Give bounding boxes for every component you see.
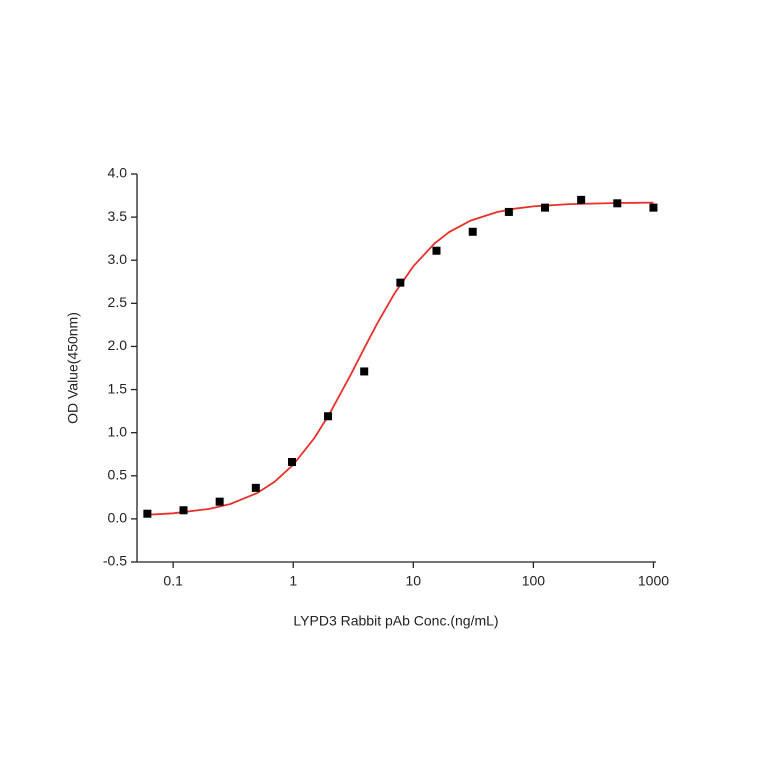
data-point — [577, 195, 586, 204]
data-point — [360, 367, 369, 376]
data-point — [468, 227, 477, 236]
y-tick-label: 4.0 — [108, 165, 128, 181]
data-point — [324, 412, 333, 421]
x-tick-label: 10 — [406, 573, 422, 589]
y-tick-label: 1.0 — [108, 423, 128, 439]
x-tick-label: 100 — [522, 573, 546, 589]
y-tick-label: 3.5 — [108, 208, 128, 224]
x-tick-label: 0.1 — [163, 573, 183, 589]
x-tick-label: 1 — [289, 573, 297, 589]
y-tick-label: -0.5 — [103, 553, 127, 569]
data-point — [396, 278, 405, 287]
y-tick-label: 3.0 — [108, 251, 128, 267]
data-point — [288, 457, 297, 466]
data-point — [613, 199, 622, 208]
data-point — [432, 246, 441, 255]
x-tick-label: 1000 — [638, 573, 669, 589]
y-tick-label: 2.0 — [108, 337, 128, 353]
data-point — [649, 203, 658, 212]
y-axis-label: OD Value(450nm) — [65, 312, 81, 424]
data-point — [143, 509, 152, 518]
y-tick-label: 2.5 — [108, 294, 128, 310]
data-point — [179, 506, 188, 515]
data-point — [541, 203, 550, 212]
y-tick-label: 1.5 — [108, 380, 128, 396]
x-axis-label: LYPD3 Rabbit pAb Conc.(ng/mL) — [293, 613, 498, 629]
data-point — [215, 497, 224, 506]
y-tick-label: 0.0 — [108, 510, 128, 526]
data-point — [251, 483, 260, 492]
y-tick-label: 0.5 — [108, 466, 128, 482]
data-point — [504, 207, 513, 216]
fit-curve — [146, 201, 654, 516]
